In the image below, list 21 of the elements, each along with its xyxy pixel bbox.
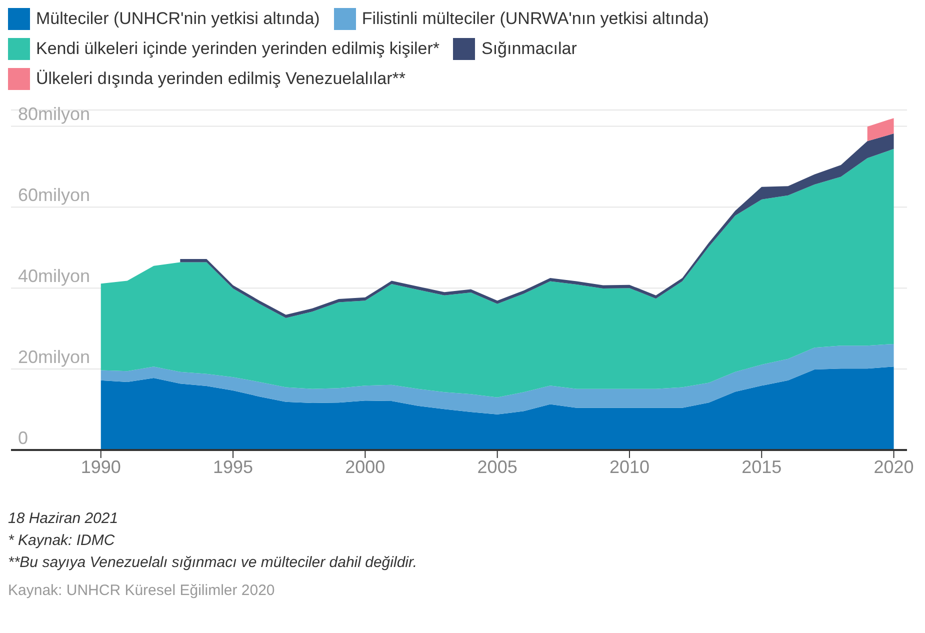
y-tick-label: 40milyon [18,266,90,286]
x-tick-label: 2010 [609,456,650,477]
legend-label: Kendi ülkeleri içinde yerinden yerinden edilmiş kişiler* [36,39,440,59]
text: 18 Haziran 2021 [8,509,120,529]
x-tick-label: 2020 [874,456,914,477]
legend-label: Ülkeleri dışında yerinden edilmiş Venezuelalılar** [36,69,406,89]
legend-label: Mülteciler (UNHCR'nin yetkisi altında) [36,9,320,29]
x-tick-label: 1995 [212,456,254,477]
x-tick-label: 2000 [345,456,386,477]
x-tick-label: 2015 [742,456,782,477]
y-tick-label: 60milyon [18,185,90,206]
y-tick-label: 20milyon [18,347,90,368]
y-tick-label: 0 [18,428,28,448]
text: **Bu sayıya Venezuelalı sığınmacı ve mülteciler dahil değildir. [8,553,418,573]
text: * Kaynak: IDMC [8,531,116,551]
x-tick-label: 2005 [477,456,518,477]
text: Kaynak: UNHCR Küresel Eğilimler 2020 [8,581,276,601]
legend-label: Filistinli mülteciler (UNRWA'nın yetkisi altında) [362,9,709,29]
y-tick-label: 80milyon [18,104,90,124]
x-tick-label: 1990 [80,456,121,477]
legend-label: Sığınmacılar [481,39,577,59]
